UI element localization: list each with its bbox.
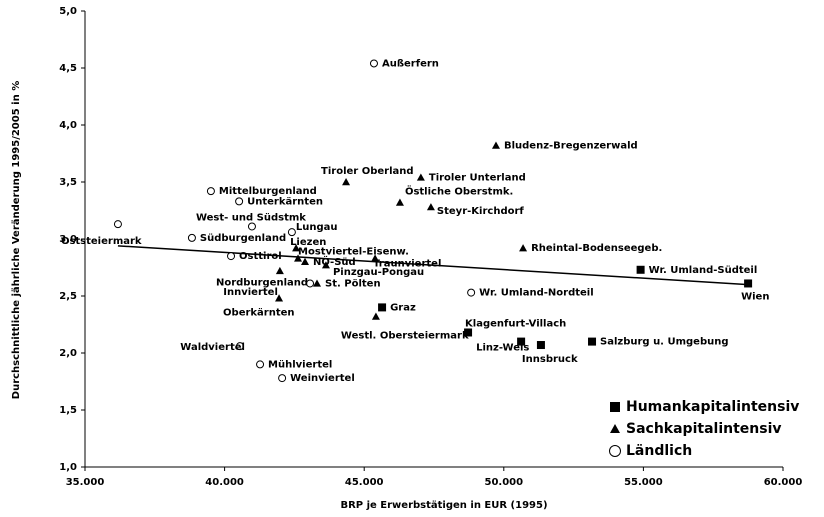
point (426, 203, 435, 211)
y-tick-label: 3,5 (59, 177, 77, 188)
point-label: Steyr-Kirchdorf (437, 206, 524, 217)
point-label: Wr. Umland-Südteil (649, 265, 758, 276)
point-label: Osttirol (239, 251, 282, 262)
y-tick-label: 1,0 (59, 462, 77, 473)
y-tick-label: 3,0 (59, 234, 77, 245)
point (321, 261, 330, 269)
point-label: Liezen (290, 237, 326, 248)
point (294, 254, 303, 262)
point (206, 187, 215, 196)
point-label: Innsbruck (522, 354, 578, 365)
legend-marker (610, 402, 620, 412)
point-label: Lungau (296, 222, 338, 233)
point-label: Linz-Wels (476, 343, 529, 354)
point (313, 279, 322, 287)
point-label: Innviertel (223, 287, 278, 298)
point-label: Westl. Obersteiermark (341, 331, 469, 342)
point (235, 342, 244, 351)
point (371, 254, 380, 262)
point (491, 141, 500, 149)
point-label: Mittelburgenland (219, 186, 317, 197)
point (287, 228, 296, 237)
point (256, 360, 265, 369)
x-tick-label: 40.000 (205, 477, 244, 488)
y-tick-label: 1,5 (59, 405, 77, 416)
x-tick-label: 35.000 (66, 477, 105, 488)
point-label: NÖ-Süd (313, 254, 356, 268)
point (636, 265, 645, 274)
point (275, 266, 284, 275)
point-label: Tiroler Unterland (429, 172, 526, 183)
point-label: Graz (390, 302, 416, 313)
legend-marker (609, 445, 621, 457)
x-tick-label: 55.000 (624, 477, 663, 488)
point-label: Tiroler Oberland (321, 166, 414, 177)
legend-label: Ländlich (626, 443, 692, 459)
point-label: Unterkärnten (247, 196, 323, 207)
legend-marker (610, 424, 620, 433)
point-label: Mostviertel-Eisenw. (298, 246, 409, 257)
point (416, 173, 425, 181)
point-label: Klagenfurt-Villach (465, 318, 566, 329)
point-label: Nordburgenland (216, 277, 308, 288)
point-label: Mühlviertel (268, 359, 332, 370)
point-label: West- und Südstmk (196, 212, 306, 223)
point (378, 303, 387, 312)
point (113, 220, 122, 229)
point (519, 244, 528, 252)
point-label: Bludenz-Bregenzerwald (504, 141, 638, 152)
legend-label: Humankapitalintensiv (626, 399, 799, 415)
point-label: Weinviertel (290, 373, 355, 384)
point-label: Außerfern (382, 58, 439, 69)
point (227, 252, 236, 261)
point (588, 337, 597, 346)
y-tick-label: 4,0 (59, 120, 77, 131)
point (369, 59, 378, 68)
point-label: Östliche Oberstmk. (405, 184, 513, 198)
point-label: Waldviertel (180, 342, 245, 353)
point (464, 328, 473, 337)
point (292, 244, 301, 252)
point-label: Oststeiermark (61, 236, 142, 247)
point (371, 312, 380, 320)
point-label: Salzburg u. Umgebung (600, 337, 728, 348)
point (467, 288, 476, 297)
point (301, 257, 310, 265)
x-tick-label: 45.000 (345, 477, 384, 488)
point (187, 233, 196, 242)
point (517, 337, 526, 346)
point-label: Südburgenland (200, 233, 286, 244)
point (235, 197, 244, 206)
point-label: Rheintal-Bodenseegeb. (531, 243, 662, 254)
point (395, 198, 404, 206)
point-label: Wien (741, 291, 769, 302)
trendline (117, 245, 749, 286)
legend-label: Sachkapitalintensiv (626, 421, 782, 437)
point-label: Oberkärnten (223, 307, 295, 318)
point (275, 294, 284, 302)
point-label: Traunviertel (373, 258, 441, 269)
y-tick-label: 4,5 (59, 63, 77, 74)
x-tick-label: 50.000 (485, 477, 524, 488)
point (744, 279, 753, 288)
point (342, 178, 351, 186)
y-tick-label: 2,5 (59, 291, 77, 302)
point-label: St. Pölten (325, 278, 381, 289)
y-tick-label: 5,0 (59, 6, 77, 17)
point-label: Wr. Umland-Nordteil (479, 288, 594, 299)
point (536, 341, 545, 350)
point (306, 279, 315, 288)
x-tick-label: 60.000 (764, 477, 803, 488)
point (278, 374, 287, 383)
point (247, 222, 256, 231)
point-label: Pinzgau-Pongau (333, 267, 424, 278)
y-axis-title: Durchschnittliche jährliche Veränderung … (11, 81, 22, 399)
x-axis-title: BRP je Erwerbstätigen in EUR (1995) (340, 500, 547, 511)
y-tick-label: 2,0 (59, 348, 77, 359)
